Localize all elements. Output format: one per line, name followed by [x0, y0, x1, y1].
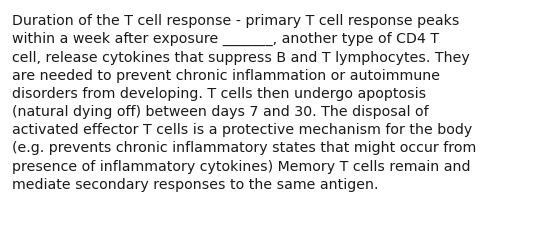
Text: Duration of the T cell response - primary T cell response peaks
within a week af: Duration of the T cell response - primar… — [12, 14, 476, 191]
